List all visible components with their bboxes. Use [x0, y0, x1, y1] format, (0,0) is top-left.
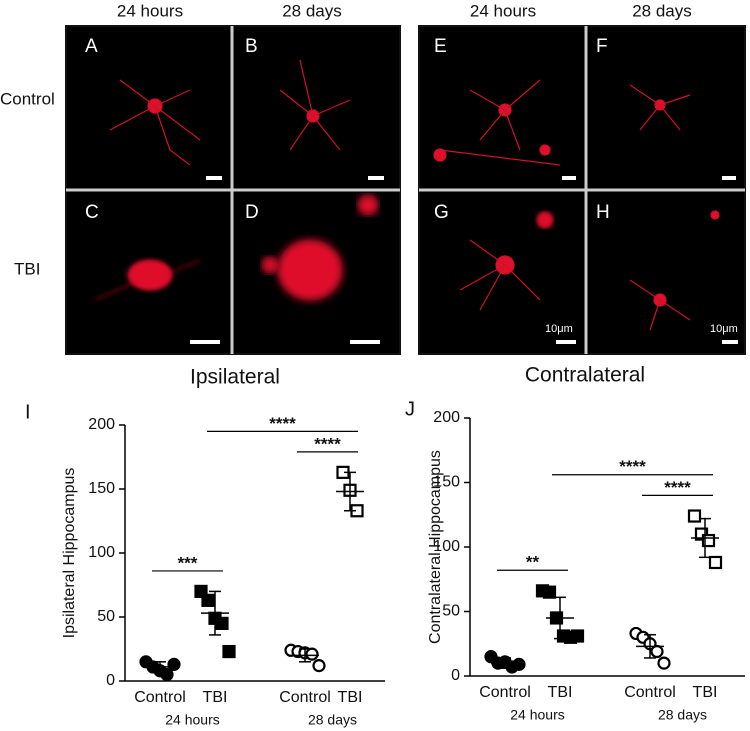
- y-tick-label: 150: [88, 480, 115, 497]
- y-tick-label: 50: [442, 603, 460, 620]
- panel-letter: A: [85, 36, 98, 57]
- column-header: 28 days: [282, 1, 342, 20]
- data-point: [570, 629, 585, 643]
- micrograph-group: 10μm 10μm E F G H: [418, 25, 746, 355]
- row-label: Control: [0, 89, 55, 108]
- data-point: [701, 533, 716, 548]
- panel-letter: C: [85, 202, 99, 223]
- data-point: [215, 616, 229, 631]
- panel-letter: H: [596, 202, 610, 223]
- x-tick-label: TBI: [693, 684, 718, 701]
- significance-label: **: [526, 553, 540, 572]
- group-label: 28 days: [658, 707, 707, 723]
- microglia: [433, 79, 720, 331]
- scale-bars: [556, 176, 738, 344]
- microglia: [94, 59, 379, 301]
- data-point: [542, 585, 557, 599]
- data-point: [194, 584, 208, 599]
- y-tick-label: 200: [88, 416, 115, 433]
- side-label: Contralateral: [525, 364, 645, 387]
- significance-label: ***: [178, 553, 198, 572]
- panel-letter: F: [596, 36, 608, 57]
- y-tick-label: 0: [451, 667, 460, 684]
- y-tick-label: 200: [433, 409, 460, 426]
- data-point: [167, 657, 181, 671]
- significance-label: ****: [314, 434, 341, 453]
- y-axis-label: Ipsilateral Hippocampus: [61, 468, 78, 639]
- column-header: 24 hours: [470, 1, 536, 20]
- y-axis-label: Contralateral Hippocampus: [427, 450, 444, 644]
- x-tick-label: TBI: [203, 689, 228, 706]
- x-tick-label: Control: [624, 684, 676, 701]
- x-tick-label: Control: [134, 689, 186, 706]
- significance-label: ****: [664, 478, 691, 497]
- panel-letter: E: [434, 36, 447, 57]
- data-point: [222, 644, 236, 659]
- side-label: Ipsilateral: [190, 366, 280, 389]
- column-header: 28 days: [632, 1, 692, 20]
- significance-label: ****: [619, 457, 646, 476]
- y-tick-label: 100: [433, 538, 460, 555]
- row-label: TBI: [14, 259, 40, 278]
- data-point: [305, 647, 319, 661]
- y-tick-label: 100: [88, 544, 115, 561]
- scale-label: 10μm: [710, 323, 738, 335]
- panel-letter: I: [25, 401, 31, 423]
- group-label: 28 days: [308, 712, 357, 728]
- y-tick-label: 50: [97, 608, 115, 625]
- data-point: [708, 555, 723, 570]
- y-tick-label: 0: [106, 672, 115, 689]
- panel-letter: J: [405, 398, 415, 420]
- x-tick-label: Control: [279, 689, 331, 706]
- x-tick-label: TBI: [338, 689, 363, 706]
- data-point: [657, 656, 671, 670]
- data-point: [512, 657, 526, 671]
- y-tick-label: 150: [433, 474, 460, 491]
- group-label: 24 hours: [510, 707, 564, 723]
- significance-label: ****: [269, 414, 296, 433]
- data-point: [312, 659, 326, 673]
- data-point: [201, 593, 215, 607]
- x-tick-label: TBI: [548, 684, 573, 701]
- panel-letter: G: [434, 202, 449, 223]
- data-point: [160, 667, 174, 682]
- data-point: [650, 644, 664, 659]
- group-label: 24 hours: [165, 712, 219, 728]
- scale-bars: [190, 176, 384, 344]
- micrograph-group: A B C D: [65, 25, 401, 355]
- panel-letter: D: [245, 202, 259, 223]
- data-point: [687, 509, 702, 523]
- panel-letter: B: [245, 36, 258, 57]
- x-tick-label: Control: [479, 684, 531, 701]
- scale-label: 10μm: [545, 323, 573, 335]
- column-header: 24 hours: [117, 1, 183, 20]
